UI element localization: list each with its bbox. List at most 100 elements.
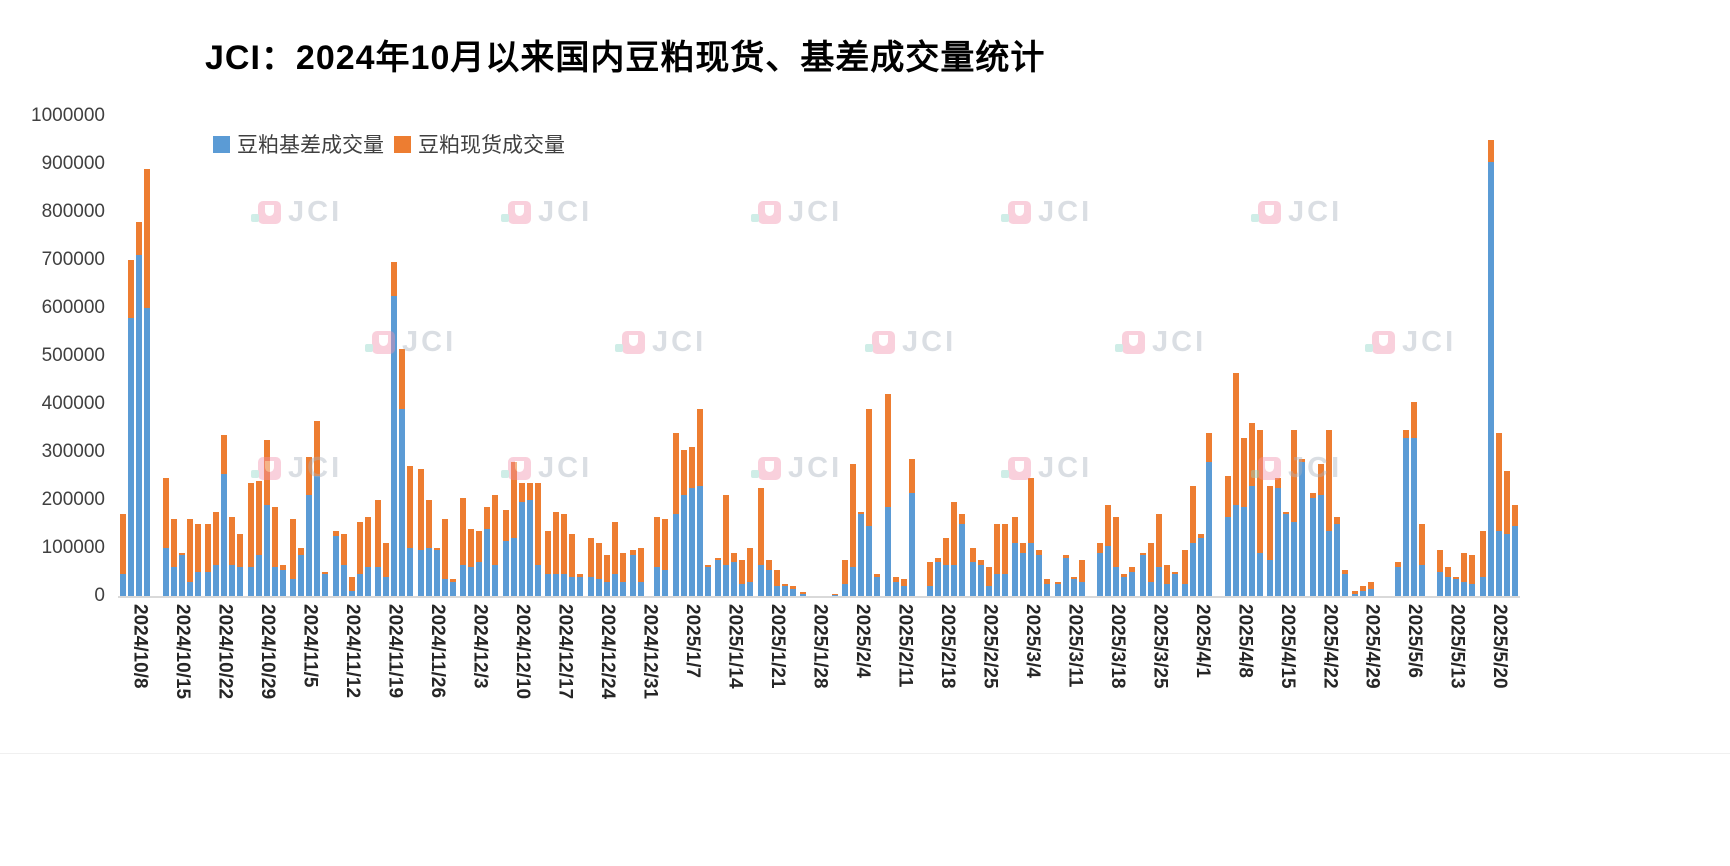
- spot-volume-segment: [279, 564, 286, 570]
- spot-volume-segment: [739, 560, 746, 584]
- stacked-bar: [927, 562, 934, 596]
- stacked-bar: [704, 564, 711, 596]
- spot-volume-segment: [1028, 478, 1035, 544]
- spot-volume-segment: [136, 221, 143, 256]
- spot-volume-segment: [1487, 140, 1494, 162]
- bar-group: [1095, 116, 1137, 596]
- basis-volume-segment: [765, 569, 772, 596]
- stacked-bar: [993, 524, 1000, 596]
- basis-volume-segment: [364, 567, 371, 596]
- basis-volume-segment: [1341, 574, 1348, 596]
- spot-volume-segment: [375, 500, 382, 568]
- basis-volume-segment: [425, 548, 432, 596]
- basis-volume-segment: [484, 528, 491, 596]
- stacked-bar: [1511, 504, 1518, 596]
- x-tick-label: 2024/12/3: [469, 604, 491, 689]
- spot-volume-segment: [1001, 524, 1008, 575]
- spot-volume-segment: [842, 560, 849, 584]
- stacked-bar: [526, 483, 533, 596]
- spot-volume-segment: [1352, 591, 1359, 594]
- x-axis: 2024/10/8 2024/10/15 2024/10/22 2024/10/29 2…: [118, 604, 1520, 752]
- stacked-bar: [1224, 476, 1231, 596]
- x-tick-label: 2025/2/11: [894, 604, 916, 688]
- stacked-bar: [136, 221, 143, 596]
- spot-volume-segment: [569, 533, 576, 577]
- stacked-bar: [468, 528, 475, 596]
- stacked-bar: [959, 514, 966, 596]
- basis-volume-segment: [468, 567, 475, 596]
- x-tick-label: 2024/10/22: [214, 604, 236, 700]
- x-tick-cell: 2024/11/26: [415, 604, 457, 752]
- stacked-bar: [1078, 560, 1085, 596]
- spot-volume-segment: [1062, 555, 1069, 558]
- spot-volume-segment: [290, 519, 297, 580]
- spot-volume-segment: [892, 576, 899, 582]
- spot-volume-segment: [951, 502, 958, 565]
- stacked-bar: [969, 548, 976, 596]
- basis-volume-segment: [1001, 574, 1008, 596]
- spot-volume-segment: [1360, 586, 1367, 592]
- spot-volume-segment: [1461, 552, 1468, 582]
- spot-volume-segment: [128, 260, 135, 318]
- x-tick-label: 2025/5/13: [1446, 604, 1468, 689]
- stacked-bar: [340, 533, 347, 596]
- y-tick-label: 1000000: [31, 105, 105, 126]
- stacked-bar: [247, 483, 254, 596]
- basis-volume-segment: [194, 572, 201, 596]
- stacked-bar: [1182, 550, 1189, 596]
- x-tick-cell: 2025/2/4: [840, 604, 882, 752]
- plot-area: [118, 116, 1520, 598]
- stacked-bar: [271, 507, 278, 596]
- stacked-bar: [279, 564, 286, 596]
- spot-volume-segment: [255, 480, 262, 556]
- legend-swatch-basis: [213, 135, 230, 153]
- basis-volume-segment: [985, 586, 992, 596]
- spot-volume-segment: [1299, 459, 1306, 462]
- y-tick-label: 800000: [41, 201, 105, 222]
- stacked-bar: [476, 531, 483, 596]
- basis-volume-segment: [534, 564, 541, 596]
- basis-volume-segment: [1283, 514, 1290, 596]
- basis-volume-segment: [1044, 584, 1051, 596]
- stacked-bar: [943, 538, 950, 596]
- spot-volume-segment: [271, 507, 278, 568]
- basis-volume-segment: [1147, 581, 1154, 596]
- y-tick-label: 600000: [41, 297, 105, 318]
- spot-volume-segment: [654, 516, 661, 568]
- basis-volume-segment: [1352, 593, 1359, 596]
- basis-volume-segment: [502, 540, 509, 596]
- stacked-bar: [630, 550, 637, 596]
- stacked-bar: [213, 512, 220, 596]
- spot-volume-segment: [213, 512, 220, 565]
- x-tick-label: 2025/4/29: [1361, 604, 1383, 689]
- spot-volume-segment: [399, 348, 406, 409]
- stacked-bar: [120, 514, 127, 596]
- basis-volume-segment: [1394, 567, 1401, 596]
- spot-volume-segment: [935, 557, 942, 563]
- stacked-bar: [1453, 576, 1460, 596]
- stacked-bar: [162, 478, 169, 596]
- stacked-bar: [773, 569, 780, 596]
- stacked-bar: [194, 524, 201, 596]
- spot-volume-segment: [492, 495, 499, 565]
- spot-volume-segment: [364, 516, 371, 568]
- x-tick-cell: 2025/1/21: [755, 604, 797, 752]
- spot-volume-segment: [789, 586, 796, 589]
- stacked-bar: [1240, 437, 1247, 596]
- spot-volume-segment: [781, 584, 788, 587]
- stacked-bar: [1283, 512, 1290, 596]
- spot-volume-segment: [977, 560, 984, 565]
- spot-volume-segment: [874, 574, 881, 577]
- basis-volume-segment: [271, 567, 278, 596]
- basis-volume-segment: [417, 550, 424, 596]
- basis-volume-segment: [1198, 538, 1205, 596]
- basis-volume-segment: [178, 555, 185, 596]
- stacked-bar: [1309, 492, 1316, 596]
- spot-volume-segment: [1070, 576, 1077, 580]
- spot-volume-segment: [484, 507, 491, 529]
- basis-volume-segment: [298, 555, 305, 596]
- stacked-bar: [739, 560, 746, 596]
- basis-volume-segment: [314, 476, 321, 596]
- basis-volume-segment: [128, 317, 135, 596]
- stacked-bar: [715, 557, 722, 596]
